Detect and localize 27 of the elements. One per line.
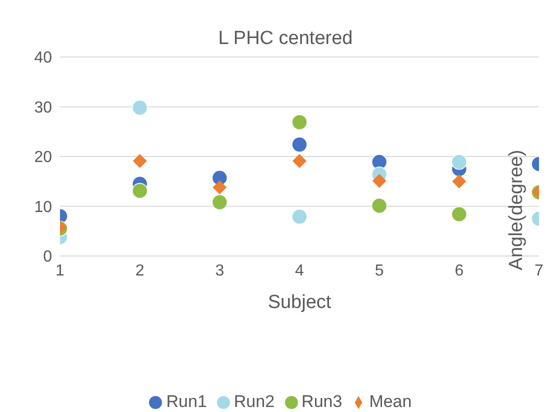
point [292, 208, 308, 225]
y-tick-label: 0 [43, 248, 52, 266]
x-tick-label: 5 [374, 262, 384, 280]
x-tick-label: 7 [534, 262, 544, 280]
y-tick-label: 20 [34, 149, 52, 166]
legend-label: Run1 [166, 392, 207, 411]
point [292, 114, 308, 130]
point [292, 136, 308, 152]
x-tick-label: 4 [295, 262, 304, 280]
y-tick-label: 30 [34, 99, 52, 116]
x-tick-label: 1 [56, 262, 65, 280]
legend-label: Run2 [234, 392, 275, 411]
point [212, 180, 227, 194]
point [371, 198, 388, 214]
y-tick-label: 40 [34, 50, 52, 67]
x-tick-label: 3 [215, 262, 224, 280]
x-tick-label: 2 [135, 262, 144, 280]
y-axis-title: Angle(degree) [506, 148, 528, 272]
legend-label: Mean [369, 392, 412, 411]
legend-label: Run3 [302, 392, 342, 411]
point [292, 154, 306, 168]
x-axis-title: Subject [268, 292, 332, 313]
x-tick-label: 6 [454, 262, 464, 280]
chart-title: L PHC centered [217, 28, 354, 50]
y-tick-label: 10 [34, 198, 52, 216]
point [372, 174, 386, 188]
point [212, 194, 228, 210]
